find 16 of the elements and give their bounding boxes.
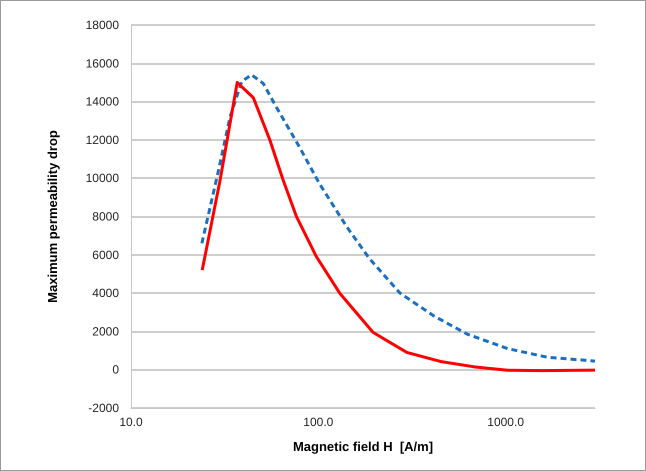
y-tick-label: 2000: [92, 324, 120, 338]
y-axis-title: Maximum permeability drop: [45, 130, 60, 303]
y-tick-label: 12000: [86, 132, 120, 147]
x-tick-label: 1000.0: [487, 415, 524, 429]
x-tick-label: 10.0: [119, 415, 143, 429]
y-tick-label: 18000: [86, 18, 120, 32]
y-tick-label: 10000: [86, 171, 120, 186]
y-tick-label: 6000: [92, 248, 120, 262]
y-tick-label: 8000: [92, 210, 120, 224]
y-tick-label: 16000: [86, 56, 120, 70]
y-tick-label: 4000: [92, 286, 120, 300]
x-axis-title: Magnetic field H [A/m]: [292, 439, 434, 454]
y-tick-label: 0: [112, 362, 120, 377]
x-tick-label: 100.0: [303, 415, 334, 429]
y-tick-label: -2000: [88, 401, 120, 415]
y-tick-label: 14000: [86, 94, 120, 109]
